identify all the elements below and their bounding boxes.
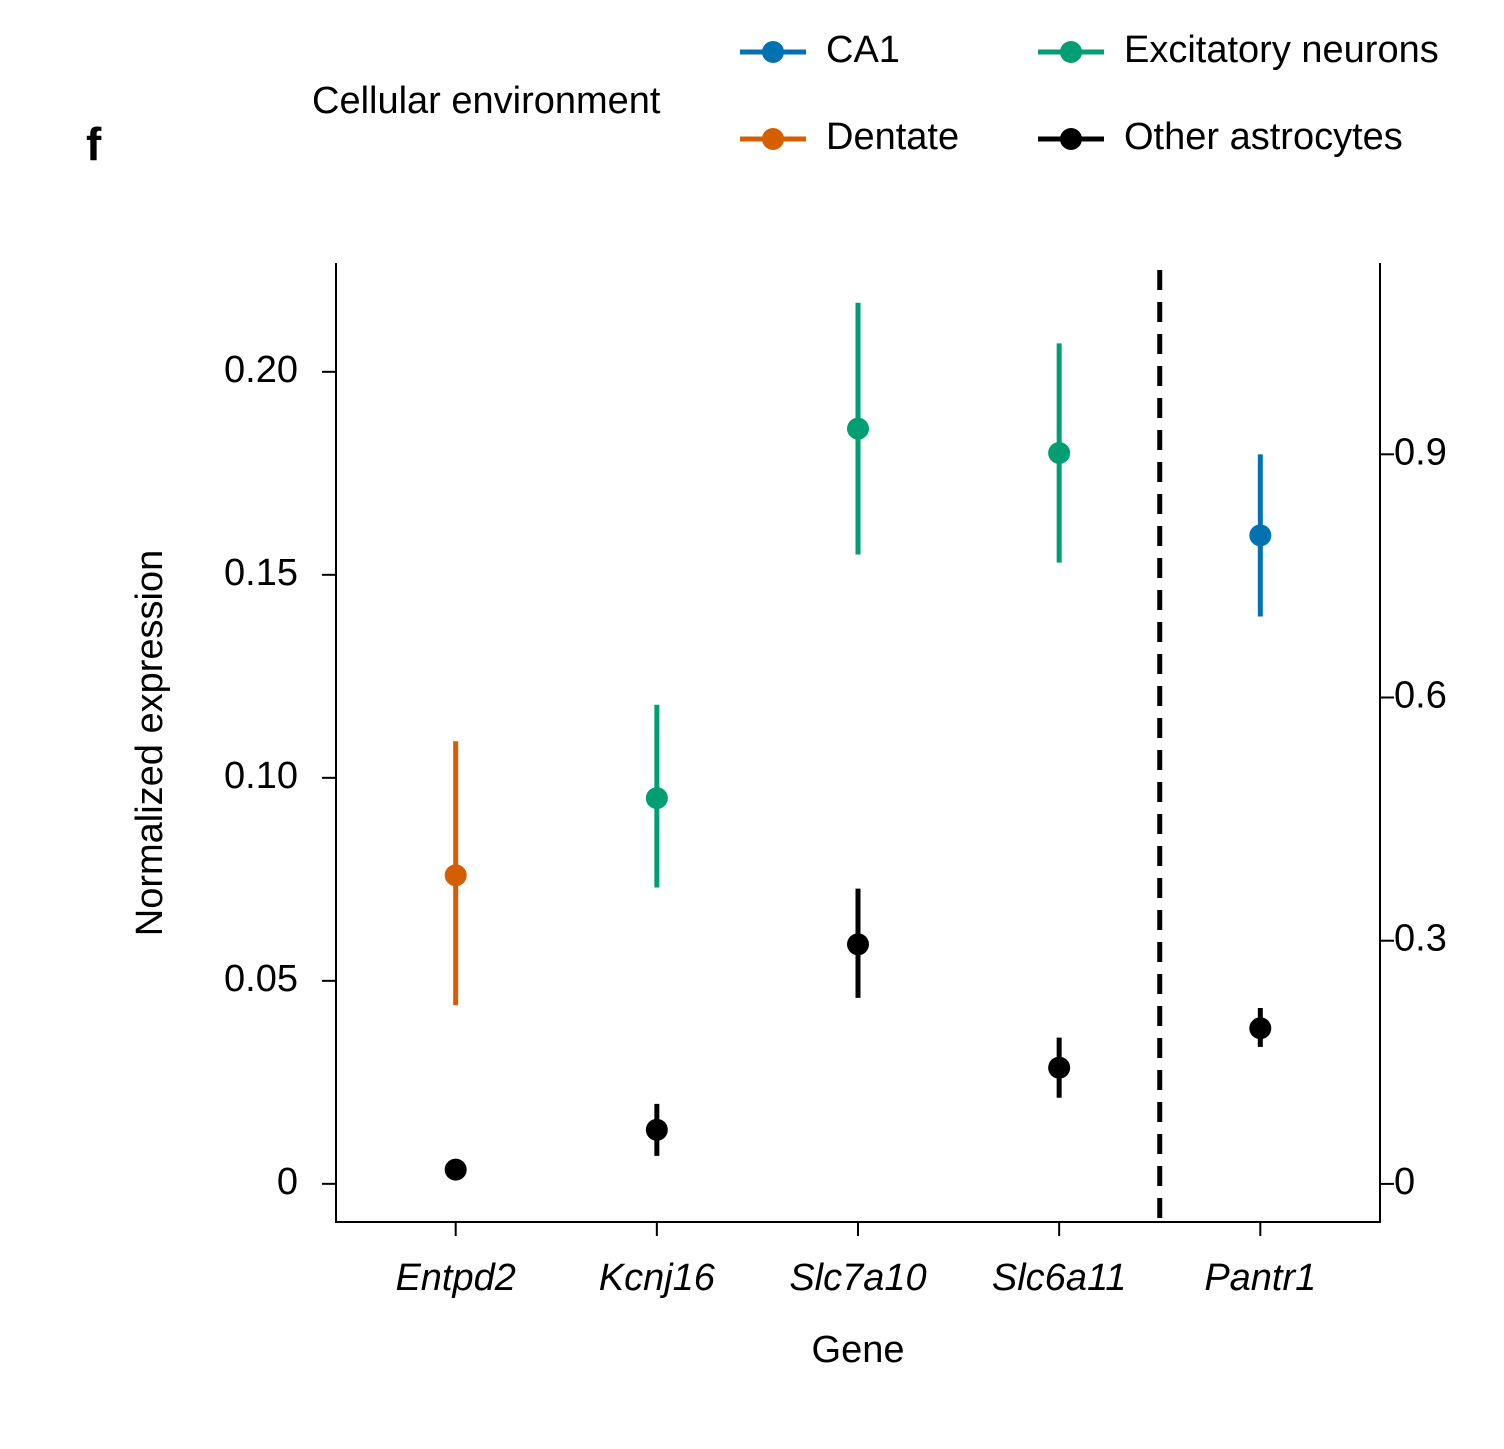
y-tick-label: 0.15 xyxy=(224,552,298,594)
y-tick-label: 0 xyxy=(277,1161,298,1203)
legend-label: Excitatory neurons xyxy=(1124,29,1439,71)
x-tick-label: Entpd2 xyxy=(395,1257,515,1299)
point xyxy=(847,933,869,956)
legend-marker xyxy=(1060,128,1082,150)
x-axis-label: Gene xyxy=(812,1329,905,1371)
point xyxy=(1048,442,1071,465)
legend-label: Dentate xyxy=(826,116,959,158)
point xyxy=(1249,524,1272,547)
point xyxy=(847,417,869,440)
x-tick-label: Slc7a10 xyxy=(789,1257,926,1299)
y2-tick-label: 0.3 xyxy=(1394,918,1447,960)
legend-marker xyxy=(1060,41,1082,63)
y2-tick-label: 0 xyxy=(1394,1161,1415,1203)
y-axis-label: Normalized expression xyxy=(129,550,171,937)
y2-tick-label: 0.6 xyxy=(1394,675,1447,717)
legend-marker xyxy=(762,128,784,150)
x-tick-label: Kcnj16 xyxy=(599,1257,716,1299)
point xyxy=(1249,1017,1272,1040)
y-tick-label: 0.20 xyxy=(224,349,298,391)
legend-title: Cellular environment xyxy=(312,80,661,122)
legend-label: CA1 xyxy=(826,29,900,71)
point xyxy=(645,787,668,810)
point xyxy=(444,1158,467,1181)
legend-label: Other astrocytes xyxy=(1124,116,1403,158)
x-tick-label: Pantr1 xyxy=(1204,1257,1316,1299)
panel-label: f xyxy=(86,118,102,170)
x-tick-label: Slc6a11 xyxy=(992,1257,1127,1299)
y-tick-label: 0.05 xyxy=(224,958,298,1000)
y-tick-label: 0.10 xyxy=(224,755,298,797)
point xyxy=(444,864,467,887)
legend-marker xyxy=(762,41,784,63)
point xyxy=(645,1118,668,1141)
point xyxy=(1048,1056,1071,1079)
y2-tick-label: 0.9 xyxy=(1394,431,1447,473)
